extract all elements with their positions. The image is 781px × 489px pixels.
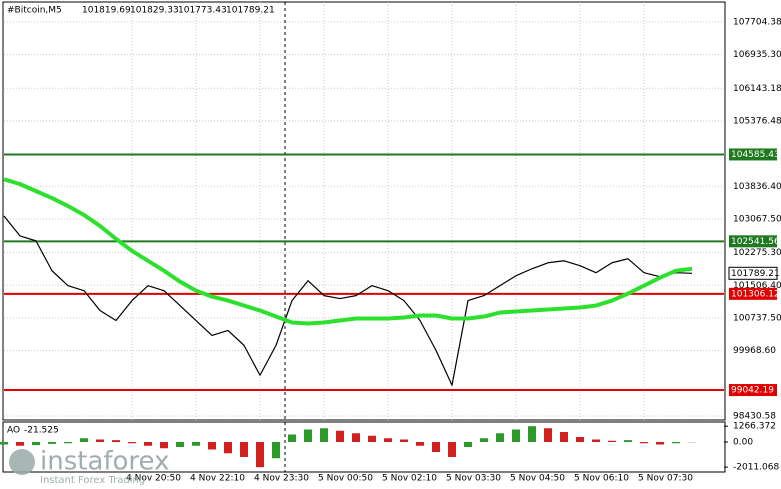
symbol: #Bitcoin,M5 [7, 6, 62, 16]
indicator-bar [656, 442, 664, 445]
indicator-bar [416, 442, 424, 446]
last-price: 101789.21 [731, 269, 780, 279]
y-tick-label: 98430.58 [733, 412, 776, 422]
indicator-bar [208, 442, 216, 450]
indicator-bar [432, 442, 440, 452]
indicator-bar [640, 442, 648, 444]
indicator-bar [608, 440, 616, 442]
indicator-bar [400, 439, 408, 442]
indicator-frame [2, 421, 726, 473]
level-label: 102541.56 [731, 237, 780, 247]
indicator-bar [144, 442, 152, 446]
header: #Bitcoin,M5 101819.69 101829.33 101773.4… [7, 6, 275, 16]
indicator-tick-label: 1266.372 [733, 422, 776, 432]
level-label: 99042.19 [731, 386, 774, 396]
indicator-bar [272, 442, 280, 459]
indicator-bar [512, 429, 520, 442]
x-tick-label: 4 Nov 22:10 [190, 474, 245, 484]
y-tick-label: 106935.30 [733, 50, 781, 60]
indicator-bar [96, 439, 104, 442]
indicator-bar [240, 442, 248, 457]
last-price-bg [728, 266, 778, 280]
level-label: 101306.12 [731, 289, 780, 299]
indicator-bar [304, 429, 312, 442]
indicator-bar [48, 442, 56, 444]
x-tick-label: 5 Nov 00:50 [318, 474, 373, 484]
level-label: 104585.43 [731, 150, 780, 160]
indicator-tick-label: -2011.068 [733, 463, 779, 473]
level-label-bg [729, 148, 777, 161]
indicator-bar [464, 442, 472, 447]
indicator-bar [624, 440, 632, 442]
indicator-bar [224, 442, 232, 454]
indicator-bar [576, 437, 584, 442]
watermark-logo [9, 449, 35, 475]
indicator-bar [672, 442, 680, 444]
x-tick-label: 5 Nov 07:30 [638, 474, 693, 484]
x-tick-label: 4 Nov 20:50 [126, 474, 181, 484]
moving-average [3, 177, 693, 326]
indicator-bar [592, 439, 600, 442]
y-tick-label: 107704.38 [733, 17, 781, 27]
indicator-bar [80, 438, 88, 442]
x-tick-label: 5 Nov 02:10 [382, 474, 437, 484]
level-label-bg [729, 384, 777, 397]
y-tick-label: 101506.40 [733, 281, 781, 291]
indicator-bar [352, 433, 360, 442]
indicator-bar [368, 435, 376, 442]
indicator-bar [192, 442, 200, 446]
indicator-bar [496, 433, 504, 442]
indicator-bar [128, 442, 136, 444]
main-frame [2, 1, 726, 421]
indicator-bar [528, 426, 536, 442]
indicator-bar [0, 442, 8, 445]
indicator-bar [320, 428, 328, 442]
indicator-bar [160, 442, 168, 449]
ohlc-low: 101773.43 [178, 6, 227, 16]
ohlc-high: 101829.33 [130, 6, 179, 16]
indicator-bar [288, 434, 296, 442]
y-tick-label: 106143.18 [733, 84, 781, 94]
y-tick-label: 102275.30 [733, 248, 781, 258]
x-tick-label: 5 Nov 06:10 [574, 474, 629, 484]
indicator-value: -21.525 [24, 426, 59, 436]
indicator-bar [256, 442, 264, 468]
x-tick-label: 5 Nov 03:30 [446, 474, 501, 484]
x-tick-label: 4 Nov 23:30 [254, 474, 309, 484]
indicator-bar [64, 442, 72, 444]
price-line [3, 215, 693, 386]
indicator-bar [544, 428, 552, 442]
y-tick-label: 100737.50 [733, 313, 781, 323]
ohlc-close: 101789.21 [226, 6, 275, 16]
level-label-bg [729, 287, 777, 300]
indicator-bar [384, 438, 392, 442]
level-label-bg [729, 235, 777, 248]
indicator-bar [32, 442, 40, 446]
indicator-bar [480, 438, 488, 442]
indicator-bar [336, 430, 344, 442]
indicator-name: AO [7, 426, 20, 436]
indicator-bar [448, 442, 456, 457]
watermark-tagline: Instant Forex Trading [40, 475, 145, 486]
y-tick-label: 105376.48 [733, 116, 781, 126]
watermark-brand: instaforex [40, 447, 169, 477]
indicator-bar [112, 440, 120, 442]
indicator-bar [176, 442, 184, 447]
indicator-tick-label: 0.00 [733, 438, 753, 448]
ohlc-open: 101819.69 [82, 6, 131, 16]
x-tick-label: 5 Nov 04:50 [510, 474, 565, 484]
watermark: instaforex Instant Forex Trading [9, 447, 169, 486]
indicator-bar [560, 432, 568, 442]
y-tick-label: 103067.50 [733, 214, 781, 224]
indicator-bar [16, 442, 24, 446]
y-tick-label: 103836.40 [733, 182, 781, 192]
y-tick-label: 99968.60 [733, 346, 776, 356]
